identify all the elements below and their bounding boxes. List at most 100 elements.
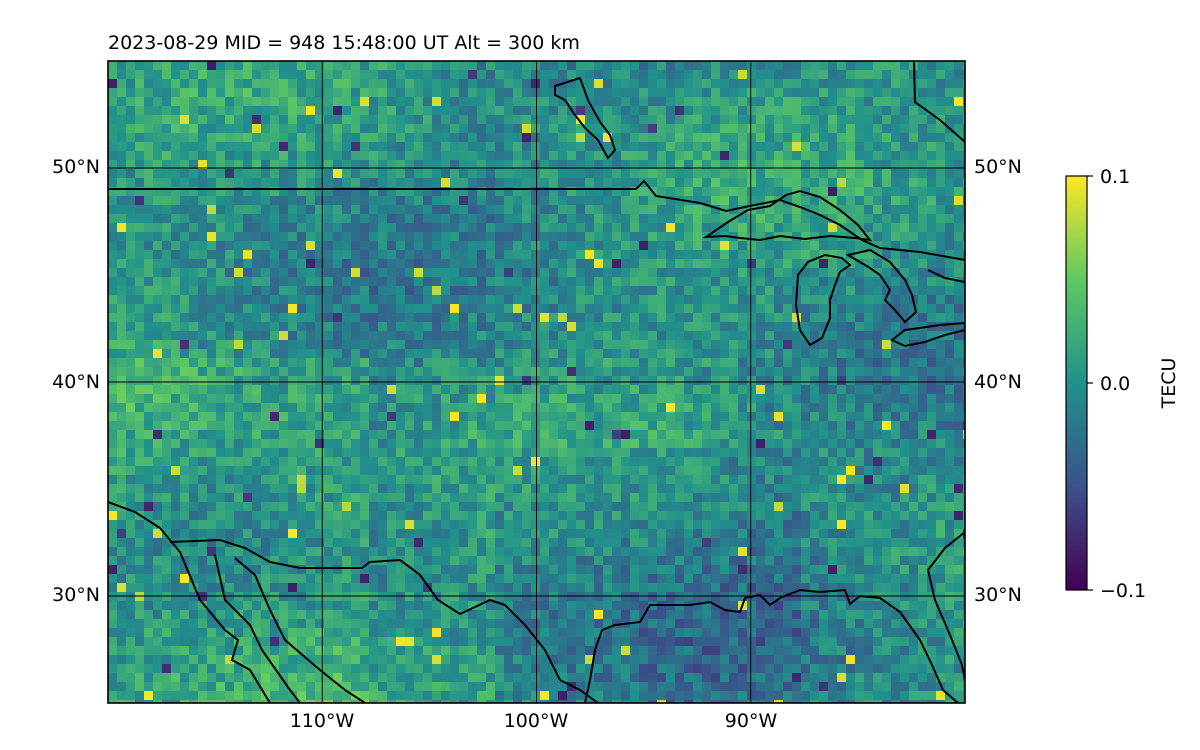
tec-pixel [621,232,631,242]
tec-pixel [585,178,595,188]
tec-pixel [333,286,343,296]
tec-pixel [207,205,217,215]
tec-pixel [828,169,838,179]
tec-pixel [774,178,784,188]
tec-pixel [765,223,775,233]
tec-pixel [414,358,424,368]
tec-pixel [819,106,829,116]
tec-pixel [756,88,766,98]
tec-pixel [927,169,937,179]
tec-pixel [333,376,343,386]
tec-pixel [486,376,496,386]
tec-pixel [234,70,244,80]
tec-pixel [630,484,640,494]
tec-pixel [225,133,235,143]
tec-pixel [702,79,712,89]
tec-pixel [738,484,748,494]
tec-pixel [144,70,154,80]
tec-pixel [459,412,469,422]
tec-pixel [279,304,289,314]
tec-pixel [486,61,496,71]
tec-pixel [603,457,613,467]
tec-pixel [963,214,965,224]
tec-pixel [630,520,640,530]
tec-pixel [873,430,883,440]
tec-pixel [477,88,487,98]
tec-pixel [315,214,325,224]
tec-pixel [135,466,145,476]
tec-pixel [612,187,622,197]
tec-pixel [144,160,154,170]
tec-pixel [774,502,784,512]
tec-pixel [144,205,154,215]
tec-pixel [684,88,694,98]
tec-pixel [738,313,748,323]
tec-pixel [693,412,703,422]
tec-pixel [486,313,496,323]
tec-pixel [468,124,478,134]
tec-pixel [810,511,820,521]
tec-pixel [513,268,523,278]
tec-pixel [468,385,478,395]
tec-pixel [153,70,163,80]
tec-pixel [126,313,136,323]
tec-pixel [198,340,208,350]
tec-pixel [639,178,649,188]
tec-pixel [441,115,451,125]
tec-pixel [414,313,424,323]
tec-pixel [306,142,316,152]
tec-pixel [369,448,379,458]
tec-pixel [576,412,586,422]
tec-pixel [468,403,478,413]
tec-pixel [783,88,793,98]
tec-pixel [612,133,622,143]
tec-pixel [126,475,136,485]
tec-pixel [135,268,145,278]
tec-pixel [558,178,568,188]
tec-pixel [882,106,892,116]
tec-pixel [855,448,865,458]
tec-pixel [315,394,325,404]
tec-pixel [783,304,793,314]
tec-pixel [216,403,226,413]
tec-pixel [747,115,757,125]
tec-pixel [324,268,334,278]
tec-pixel [576,223,586,233]
tec-pixel [558,106,568,116]
tec-pixel [225,160,235,170]
tec-pixel [837,142,847,152]
tec-pixel [918,394,928,404]
tec-pixel [369,412,379,422]
tec-pixel [630,313,640,323]
tec-pixel [126,448,136,458]
tec-pixel [864,196,874,206]
tec-pixel [774,385,784,395]
tec-pixel [657,403,667,413]
tec-pixel [756,79,766,89]
tec-pixel [747,250,757,260]
tec-pixel [522,511,532,521]
tec-pixel [144,340,154,350]
tec-pixel [864,358,874,368]
tec-pixel [414,403,424,413]
tec-pixel [774,286,784,296]
tec-pixel [279,79,289,89]
tec-pixel [162,241,172,251]
tec-pixel [189,403,199,413]
tec-pixel [180,358,190,368]
tec-pixel [810,133,820,143]
tec-pixel [126,124,136,134]
tec-pixel [540,106,550,116]
tec-pixel [603,475,613,485]
tec-pixel [585,421,595,431]
tec-pixel [765,259,775,269]
tec-pixel [837,466,847,476]
tec-pixel [558,214,568,224]
tec-pixel [162,376,172,386]
tec-pixel [585,322,595,332]
tec-pixel [792,358,802,368]
tec-pixel [774,412,784,422]
tec-pixel [756,421,766,431]
tec-pixel [522,178,532,188]
tec-pixel [432,124,442,134]
